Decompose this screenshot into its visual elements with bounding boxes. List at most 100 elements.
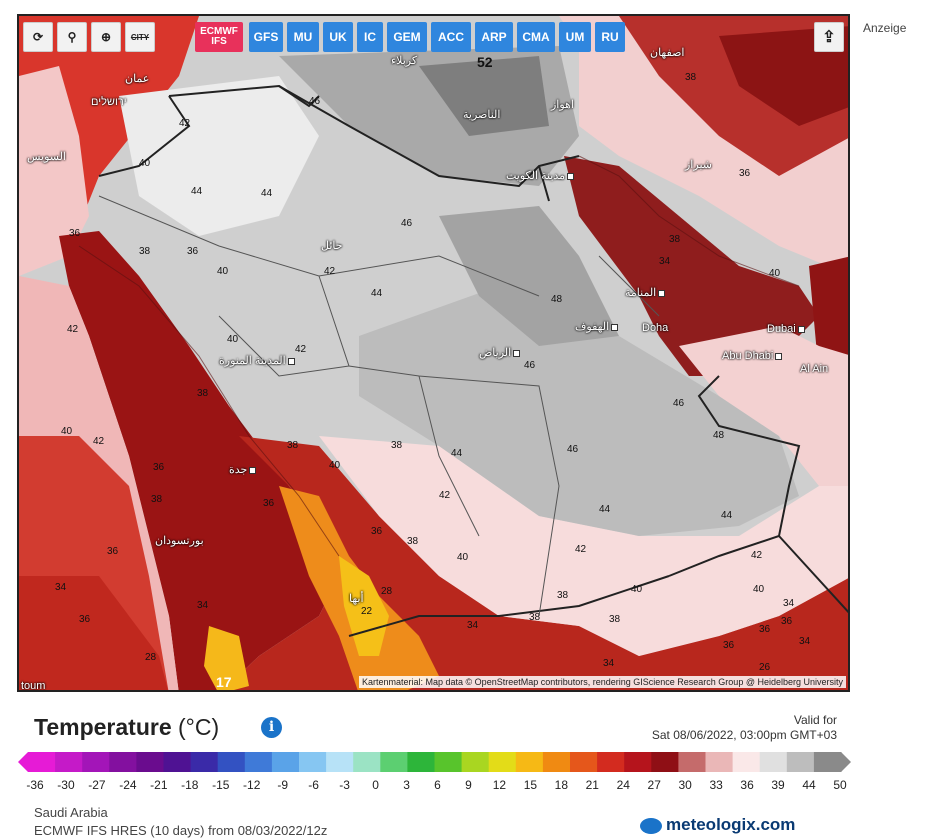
color-scale-tick-label: -27 <box>88 778 106 792</box>
model-button-um[interactable]: UM <box>559 22 591 52</box>
color-scale-tick-label: -6 <box>308 778 319 792</box>
model-button-acc[interactable]: ACC <box>431 22 471 52</box>
color-scale-right-arrow <box>841 752 851 772</box>
color-scale-tick-label: -24 <box>119 778 137 792</box>
color-scale-tick-label: -36 <box>26 778 44 792</box>
temperature-label: 38 <box>287 440 299 451</box>
city-label-doha: Doha <box>642 322 669 334</box>
temperature-label: 38 <box>197 388 209 399</box>
city-toggle-icon[interactable]: CITY <box>125 22 155 52</box>
temperature-label: 34 <box>603 658 615 669</box>
city-label-nasiriyah: الناصرية <box>463 109 501 121</box>
temperature-label: 34 <box>659 256 671 267</box>
temperature-label: 40 <box>217 266 229 277</box>
model-button-cma[interactable]: CMA <box>517 22 555 52</box>
temperature-label: 36 <box>187 246 199 257</box>
city-label-port-sudan: بورتسودان <box>155 535 204 547</box>
weather-map[interactable]: ⟳ ⚲ ⊕ CITY ECMWF IFS GFS MU UK IC GEM AC… <box>17 14 850 692</box>
legend-title: Temperature (°C) <box>34 714 219 741</box>
temperature-label: 38 <box>557 590 569 601</box>
model-button-mu[interactable]: MU <box>287 22 319 52</box>
temperature-label: 46 <box>401 218 413 229</box>
temperature-label: 48 <box>713 430 725 441</box>
city-label-medina: المدينة المنورة <box>219 354 295 367</box>
color-scale-segment <box>542 752 571 772</box>
color-scale-tick-label: 50 <box>833 778 847 792</box>
temperature-label: 44 <box>191 186 203 197</box>
temperature-label: 44 <box>451 448 463 459</box>
color-scale-segment <box>434 752 463 772</box>
color-scale-tick-label: 3 <box>403 778 410 792</box>
city-label-riyadh: الرياض <box>479 346 521 359</box>
temperature-label: 40 <box>631 584 643 595</box>
model-button-ru[interactable]: RU <box>595 22 625 52</box>
color-scale-tick-label: -30 <box>57 778 75 792</box>
color-scale-tick-label: 33 <box>709 778 723 792</box>
color-scale-segment <box>55 752 83 772</box>
info-icon[interactable]: i <box>261 717 282 738</box>
model-button-ecmwf-ifs[interactable]: ECMWF IFS <box>195 22 243 52</box>
temperature-label: 42 <box>439 490 451 501</box>
model-button-gem[interactable]: GEM <box>387 22 427 52</box>
color-scale-segment <box>786 752 815 772</box>
temperature-label: 26 <box>759 662 771 673</box>
color-scale-segment <box>813 752 842 772</box>
color-scale-segment <box>759 752 788 772</box>
color-scale-segment <box>732 752 761 772</box>
region-label: Saudi Arabia <box>34 805 108 820</box>
color-scale-segment <box>380 752 408 772</box>
temperature-label: 38 <box>151 494 163 505</box>
temperature-label: 44 <box>261 188 273 199</box>
temperature-label: 40 <box>139 158 151 169</box>
city-label-hofuf: الهفوف <box>575 320 619 333</box>
color-scale-tick-label: 15 <box>523 778 538 792</box>
brand-text: meteologix.com <box>666 815 796 834</box>
color-scale-tick-label: -9 <box>277 778 289 792</box>
model-button-ic[interactable]: IC <box>357 22 383 52</box>
temperature-label: 34 <box>197 600 209 611</box>
temperature-label: 36 <box>371 526 383 537</box>
temperature-label: 34 <box>799 636 811 647</box>
city-label-jerusalem: ירושלים <box>91 96 127 108</box>
location-pin-icon[interactable]: ⚲ <box>57 22 87 52</box>
city-label-dubai: Dubai <box>767 323 805 335</box>
temperature-label: 46 <box>524 360 536 371</box>
temperature-label: 40 <box>457 552 469 563</box>
city-label-abha: أبها <box>349 593 364 605</box>
temperature-label: 42 <box>575 544 587 555</box>
color-scale-segment <box>570 752 598 772</box>
temperature-label: 38 <box>391 440 403 451</box>
color-scale-tick-label: -3 <box>339 778 350 792</box>
valid-datetime: Sat 08/06/2022, 03:00pm GMT+03 <box>651 728 837 742</box>
model-button-uk[interactable]: UK <box>323 22 353 52</box>
temperature-label: 40 <box>329 460 341 471</box>
color-scale-tick-label: 9 <box>465 778 472 792</box>
model-label-line1: ECMWF <box>200 26 238 37</box>
temperature-label: 36 <box>79 614 91 625</box>
temperature-label: 38 <box>139 246 151 257</box>
temperature-label: 40 <box>753 584 765 595</box>
city-label-isfahan: اصفهان <box>650 47 685 59</box>
temperature-label: 44 <box>599 504 611 515</box>
temperature-label: 36 <box>107 546 119 557</box>
city-label-kuwait: مدينة الكويت <box>506 169 575 182</box>
legend-title-text: Temperature <box>34 714 172 740</box>
share-icon[interactable]: ⇪ <box>814 22 844 52</box>
legend-unit: (°C) <box>178 714 220 740</box>
map-attribution[interactable]: Kartenmaterial: Map data © OpenStreetMap… <box>359 676 846 688</box>
brand-logo[interactable]: meteologix.com <box>640 815 795 835</box>
model-run-label: ECMWF IFS HRES (10 days) from 08/03/2022… <box>34 823 328 838</box>
model-button-arp[interactable]: ARP <box>475 22 513 52</box>
color-scale-tick-label: -12 <box>243 778 261 792</box>
color-scale-segment <box>271 752 300 772</box>
color-scale-segment <box>651 752 679 772</box>
color-scale-tick-label: 44 <box>802 778 816 792</box>
model-button-gfs[interactable]: GFS <box>249 22 283 52</box>
color-scale-left-arrow <box>18 752 28 772</box>
zoom-icon[interactable]: ⊕ <box>91 22 121 52</box>
city-label-amman: عمان <box>125 73 150 85</box>
temperature-label: 44 <box>371 288 383 299</box>
refresh-icon[interactable]: ⟳ <box>23 22 53 52</box>
color-scale-segment <box>461 752 490 772</box>
temperature-label: 36 <box>263 498 275 509</box>
